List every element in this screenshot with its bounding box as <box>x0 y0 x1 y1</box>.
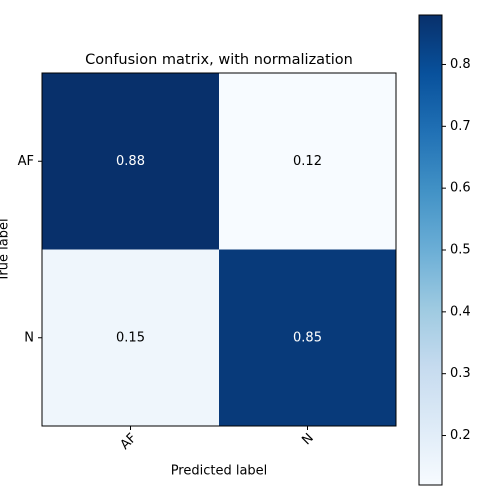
colorbar-tick-label: 0.6 <box>450 181 471 196</box>
y-tick-label: N <box>24 330 34 345</box>
cell <box>219 249 397 427</box>
chart-title: Confusion matrix, with normalization <box>85 52 353 68</box>
colorbar-tick-label: 0.2 <box>450 428 471 443</box>
cell-label: 0.12 <box>293 154 322 169</box>
colorbar-tick-label: 0.8 <box>450 57 471 72</box>
plot-frame <box>41 72 397 427</box>
cell-label: 0.85 <box>293 330 322 345</box>
y-axis-label: True label <box>0 218 12 282</box>
y-tick-label: AF <box>18 154 34 169</box>
cell <box>42 73 220 250</box>
cell-label: 0.15 <box>116 330 145 345</box>
x-axis-label: Predicted label <box>171 464 268 479</box>
x-tick-label: AF <box>118 431 140 453</box>
cell <box>219 73 397 250</box>
x-tick-label: N <box>299 431 316 448</box>
colorbar-tick-label: 0.3 <box>450 366 471 381</box>
cell <box>42 249 220 427</box>
colorbar-tick-label: 0.7 <box>450 119 471 134</box>
colorbar <box>418 14 443 486</box>
cell-label: 0.88 <box>116 154 145 169</box>
colorbar-tick-label: 0.4 <box>450 304 471 319</box>
colorbar-tick-label: 0.5 <box>450 243 471 258</box>
